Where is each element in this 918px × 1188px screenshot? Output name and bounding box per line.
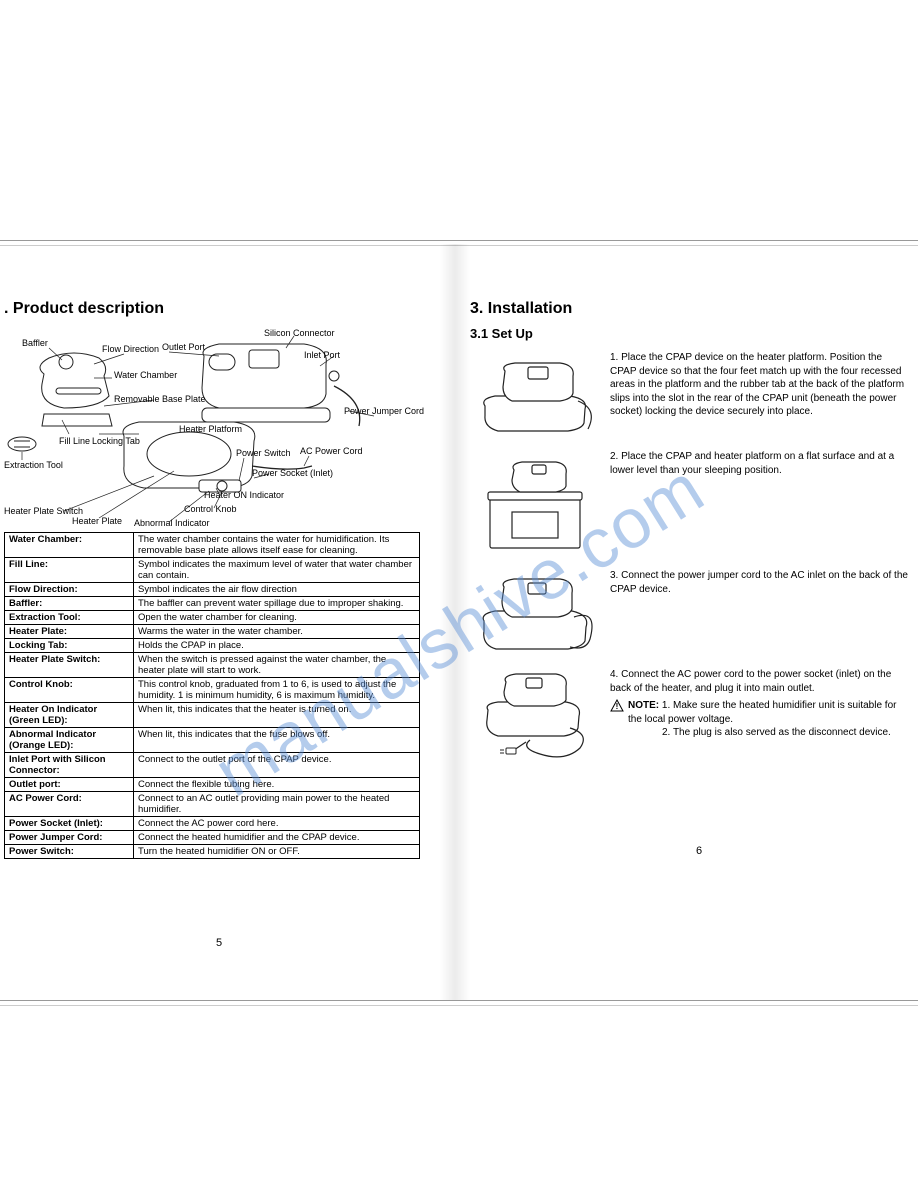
page-left: . Product description [0, 300, 430, 859]
table-value: Connect the heated humidifier and the CP… [134, 831, 420, 845]
table-row: AC Power Cord:Connect to an AC outlet pr… [5, 792, 420, 817]
label-fill-line: Fill Line [59, 436, 90, 446]
table-value: Symbol indicates the maximum level of wa… [134, 558, 420, 583]
label-ac-power-cord: AC Power Cord [300, 446, 363, 456]
table-key: Fill Line: [5, 558, 134, 583]
step-text: 2. Place the CPAP and heater platform on… [610, 450, 908, 477]
table-row: Power Socket (Inlet):Connect the AC powe… [5, 817, 420, 831]
table-key: Control Knob: [5, 678, 134, 703]
install-step: 4. Connect the AC power cord to the powe… [470, 668, 908, 753]
table-row: Heater On Indicator (Green LED):When lit… [5, 703, 420, 728]
table-value: Open the water chamber for cleaning. [134, 611, 420, 625]
note-text: NOTE: 1. Make sure the heated humidifier… [628, 699, 908, 740]
label-heater-plate: Heater Plate [72, 516, 122, 526]
table-key: Baffler: [5, 597, 134, 611]
table-value: Connect the AC power cord here. [134, 817, 420, 831]
install-step: 1. Place the CPAP device on the heater p… [470, 351, 908, 436]
label-abnormal-indicator: Abnormal Indicator [134, 518, 210, 526]
product-diagram: Baffler Flow Direction Outlet Port Silic… [4, 326, 424, 526]
table-key: Water Chamber: [5, 533, 134, 558]
step-figure [470, 351, 600, 436]
label-extraction-tool: Extraction Tool [4, 460, 63, 470]
install-step: 2. Place the CPAP and heater platform on… [470, 450, 908, 555]
table-row: Power Jumper Cord:Connect the heated hum… [5, 831, 420, 845]
table-value: Holds the CPAP in place. [134, 639, 420, 653]
label-heater-platform: Heater Platform [179, 424, 242, 434]
table-value: When the switch is pressed against the w… [134, 653, 420, 678]
heading-installation: 3. Installation [470, 300, 908, 318]
table-key: Extraction Tool: [5, 611, 134, 625]
label-outlet-port: Outlet Port [162, 342, 206, 352]
table-value: The baffler can prevent water spillage d… [134, 597, 420, 611]
table-key: Abnormal Indicator (Orange LED): [5, 728, 134, 753]
table-row: Baffler:The baffler can prevent water sp… [5, 597, 420, 611]
page-right: 3. Installation 3.1 Set Up 1. Place the … [460, 300, 918, 767]
table-key: Heater Plate Switch: [5, 653, 134, 678]
table-row: Outlet port:Connect the flexible tubing … [5, 778, 420, 792]
label-heater-on-indicator: Heater ON Indicator [204, 490, 284, 500]
table-row: Extraction Tool:Open the water chamber f… [5, 611, 420, 625]
table-row: Inlet Port with Silicon Connector:Connec… [5, 753, 420, 778]
step-text: 3. Connect the power jumper cord to the … [610, 569, 908, 596]
table-row: Locking Tab:Holds the CPAP in place. [5, 639, 420, 653]
table-value: Connect to the outlet port of the CPAP d… [134, 753, 420, 778]
table-value: The water chamber contains the water for… [134, 533, 420, 558]
table-row: Fill Line:Symbol indicates the maximum l… [5, 558, 420, 583]
label-locking-tab: Locking Tab [92, 436, 140, 446]
step-figure [470, 450, 600, 555]
label-removable-base-plate: Removable Base Plate [114, 394, 206, 404]
label-silicon-connector: Silicon Connector [264, 328, 335, 338]
label-inlet-port: Inlet Port [304, 350, 341, 360]
label-baffler: Baffler [22, 338, 48, 348]
step-text: 4. Connect the AC power cord to the powe… [610, 668, 908, 740]
table-key: Flow Direction: [5, 583, 134, 597]
table-value: When lit, this indicates that the fuse b… [134, 728, 420, 753]
installation-steps: 1. Place the CPAP device on the heater p… [470, 351, 908, 753]
table-row: Flow Direction:Symbol indicates the air … [5, 583, 420, 597]
label-control-knob: Control Knob [184, 504, 237, 514]
table-value: When lit, this indicates that the heater… [134, 703, 420, 728]
label-water-chamber: Water Chamber [114, 370, 177, 380]
table-row: Abnormal Indicator (Orange LED):When lit… [5, 728, 420, 753]
heading-product-description: . Product description [4, 300, 420, 318]
step-text: 1. Place the CPAP device on the heater p… [610, 351, 908, 419]
table-key: Power Socket (Inlet): [5, 817, 134, 831]
table-value: Warms the water in the water chamber. [134, 625, 420, 639]
table-value: Turn the heated humidifier ON or OFF. [134, 845, 420, 859]
description-table: Water Chamber:The water chamber contains… [4, 532, 420, 859]
table-key: Heater Plate: [5, 625, 134, 639]
table-value: Connect to an AC outlet providing main p… [134, 792, 420, 817]
step-figure [470, 668, 600, 753]
label-flow-direction: Flow Direction [102, 344, 159, 354]
table-value: This control knob, graduated from 1 to 6… [134, 678, 420, 703]
table-key: Power Jumper Cord: [5, 831, 134, 845]
table-row: Water Chamber:The water chamber contains… [5, 533, 420, 558]
label-power-switch: Power Switch [236, 448, 291, 458]
table-row: Heater Plate Switch:When the switch is p… [5, 653, 420, 678]
table-key: Outlet port: [5, 778, 134, 792]
label-power-socket: Power Socket (Inlet) [252, 468, 333, 478]
table-key: Power Switch: [5, 845, 134, 859]
note-block: ! NOTE: 1. Make sure the heated humidifie… [610, 699, 908, 740]
table-value: Connect the flexible tubing here. [134, 778, 420, 792]
subheading-setup: 3.1 Set Up [470, 326, 908, 341]
table-row: Control Knob:This control knob, graduate… [5, 678, 420, 703]
table-row: Heater Plate:Warms the water in the wate… [5, 625, 420, 639]
label-heater-plate-switch: Heater Plate Switch [4, 506, 83, 516]
table-key: Inlet Port with Silicon Connector: [5, 753, 134, 778]
table-value: Symbol indicates the air flow direction [134, 583, 420, 597]
bottom-rule [0, 1000, 918, 1006]
table-key: AC Power Cord: [5, 792, 134, 817]
label-power-jumper: Power Jumper Cord [344, 406, 424, 416]
install-step: 3. Connect the power jumper cord to the … [470, 569, 908, 654]
step-figure [470, 569, 600, 654]
svg-text:!: ! [616, 702, 619, 711]
warning-icon: ! [610, 699, 624, 718]
table-row: Power Switch:Turn the heated humidifier … [5, 845, 420, 859]
table-key: Heater On Indicator (Green LED): [5, 703, 134, 728]
table-key: Locking Tab: [5, 639, 134, 653]
page-number-right: 6 [470, 845, 918, 857]
scan-area: . Product description [0, 0, 918, 1188]
page-number-left: 5 [4, 937, 434, 949]
